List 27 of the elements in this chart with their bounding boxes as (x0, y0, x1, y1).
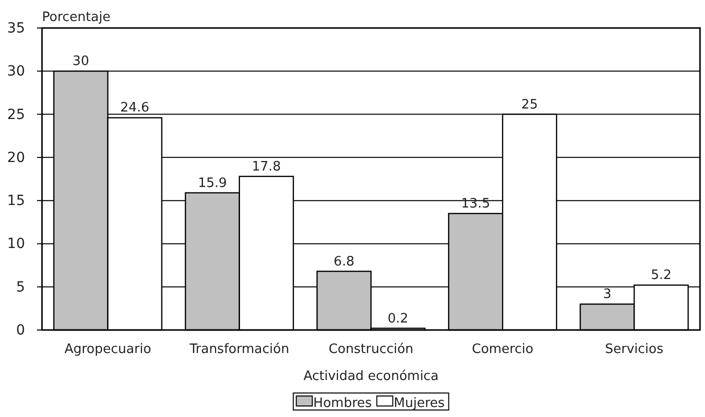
data-label: 24.6 (120, 100, 150, 116)
y-tick-label: 20 (7, 150, 25, 166)
data-label: 3 (603, 287, 612, 302)
data-label: 17.8 (252, 159, 281, 174)
legend-label: Hombres (313, 396, 372, 411)
data-label: 15.9 (198, 176, 227, 191)
y-tick-label: 35 (7, 20, 25, 36)
data-label: 25 (521, 97, 538, 112)
data-label: 0.2 (388, 311, 408, 326)
x-tick-label: Agropecuario (64, 342, 152, 358)
x-tick-label: Comercio (472, 342, 534, 358)
x-tick-label: Servicios (605, 342, 664, 358)
x-axis-title: Actividad económica (303, 369, 439, 384)
y-tick-label: 15 (7, 193, 25, 210)
y-axis-title: Porcentaje (42, 10, 110, 25)
legend-label: Mujeres (394, 396, 445, 411)
y-tick-label: 5 (16, 279, 25, 296)
y-tick-label: 30 (7, 64, 25, 80)
data-label: 6.8 (334, 254, 354, 270)
x-tick-label: Transformación (188, 342, 290, 358)
y-tick-label: 25 (7, 106, 25, 123)
data-label: 30 (72, 54, 90, 70)
data-label: 5.2 (650, 268, 672, 284)
y-tick-label: 10 (7, 236, 25, 252)
y-tick-label: 0 (16, 322, 25, 338)
x-tick-label: Construcción (328, 342, 414, 358)
data-label: 13.5 (461, 196, 490, 212)
